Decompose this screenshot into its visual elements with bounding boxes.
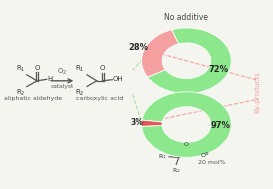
Text: 97%: 97%	[211, 121, 231, 130]
Wedge shape	[142, 120, 162, 126]
Text: OH: OH	[113, 76, 123, 82]
Text: 20 mol%: 20 mol%	[198, 160, 225, 166]
Wedge shape	[142, 92, 231, 157]
Text: R$_1$: R$_1$	[75, 64, 85, 74]
Text: O$_2$: O$_2$	[57, 67, 67, 77]
Text: 72%: 72%	[209, 65, 229, 74]
Text: O$^{\ominus}$: O$^{\ominus}$	[200, 151, 210, 160]
Text: R$_1$: R$_1$	[158, 152, 167, 161]
Text: H: H	[47, 76, 52, 82]
Text: 28%: 28%	[128, 43, 149, 52]
Text: aliphatic aldehyde: aliphatic aldehyde	[4, 96, 62, 101]
Text: R$_2$: R$_2$	[16, 88, 25, 98]
Wedge shape	[148, 28, 231, 94]
Text: No additive: No additive	[164, 13, 209, 22]
Text: By-products: By-products	[255, 71, 261, 113]
Text: 3%: 3%	[130, 119, 143, 128]
Text: R$_2$: R$_2$	[172, 166, 180, 175]
Wedge shape	[142, 30, 179, 77]
Text: O: O	[99, 65, 105, 71]
Text: O: O	[34, 65, 40, 71]
Text: R$_2$: R$_2$	[75, 87, 85, 98]
Text: R$_1$: R$_1$	[16, 64, 25, 74]
Text: O: O	[184, 142, 189, 147]
Text: carboxylic acid: carboxylic acid	[76, 96, 123, 101]
Text: catalyst: catalyst	[51, 84, 74, 89]
